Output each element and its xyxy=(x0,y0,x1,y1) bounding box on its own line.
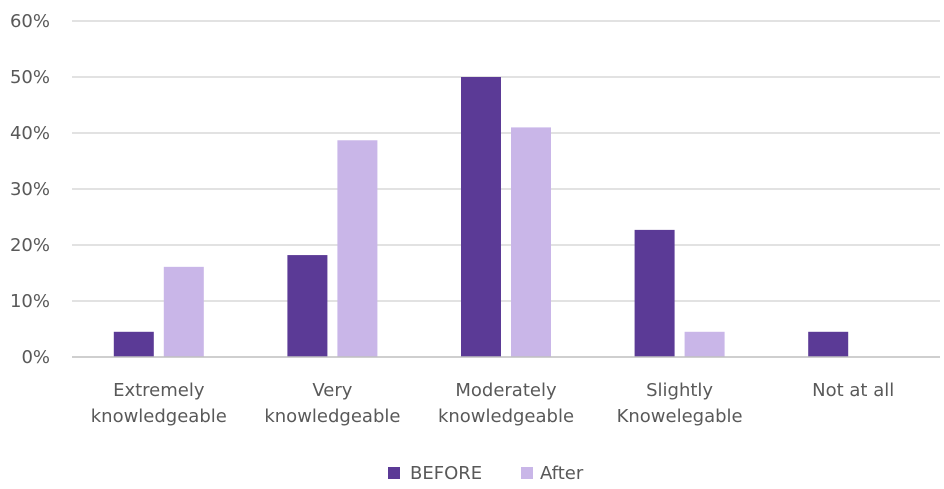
y-axis-tick-labels: 0% 10% 20% 30% 40% 50% 60% xyxy=(10,11,50,368)
x-category-label: knowledgeable xyxy=(91,406,227,427)
x-category-label: Extremely xyxy=(113,380,205,401)
legend-swatch-after xyxy=(521,467,533,479)
x-category-label: knowledgeable xyxy=(264,406,400,427)
y-tick-label: 30% xyxy=(10,179,50,200)
bar-before-2 xyxy=(461,77,501,357)
x-category-label: Knowelegable xyxy=(617,406,743,427)
y-tick-label: 60% xyxy=(10,11,50,32)
x-category-label: Slightly xyxy=(646,380,713,401)
gridlines xyxy=(72,20,940,302)
x-category-label: Moderately xyxy=(455,380,557,401)
bar-before-0 xyxy=(113,331,154,357)
x-category-label: knowledgeable xyxy=(438,406,574,427)
y-tick-label: 40% xyxy=(10,123,50,144)
x-category-label: Very xyxy=(312,380,352,401)
y-tick-label: 20% xyxy=(10,235,50,256)
legend-label-after: After xyxy=(540,463,584,484)
bar-after-1 xyxy=(337,140,378,357)
legend-label-before: BEFORE xyxy=(410,463,482,484)
bar-after-3 xyxy=(684,331,725,357)
bar-after-2 xyxy=(511,127,551,358)
bar-series xyxy=(113,77,849,358)
bar-before-1 xyxy=(287,255,328,357)
legend: BEFORE After xyxy=(388,463,584,484)
y-tick-label: 10% xyxy=(10,291,50,312)
bar-before-3 xyxy=(634,229,675,357)
bar-after-0 xyxy=(163,266,204,357)
x-category-label: Not at all xyxy=(812,380,894,401)
x-axis-category-labels: Extremely knowledgeable Very knowledgeable M… xyxy=(91,380,895,427)
y-tick-label: 50% xyxy=(10,67,50,88)
bar-before-4 xyxy=(808,331,849,357)
y-tick-label: 0% xyxy=(21,347,50,368)
legend-swatch-before xyxy=(388,467,400,479)
